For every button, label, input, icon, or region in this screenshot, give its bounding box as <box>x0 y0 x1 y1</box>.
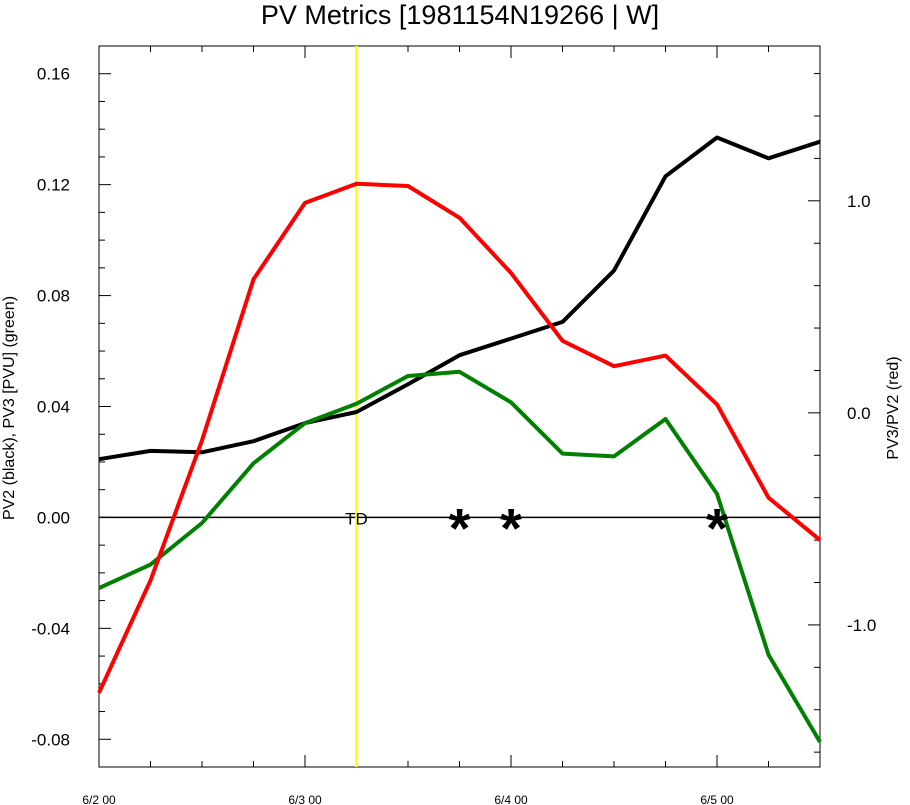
x-tick-label: 6/4 00 <box>494 793 528 805</box>
x-tick-label: 6/3 00 <box>288 793 322 805</box>
pv-ratio-series-line <box>97 181 822 694</box>
left-tick-label: -0.04 <box>31 619 70 638</box>
left-tick-label: 0.04 <box>37 398 70 417</box>
plot-frame <box>98 45 821 768</box>
pv2-series-line <box>98 135 821 462</box>
x-tick-label: 6/2 00 <box>82 793 116 805</box>
right-tick-label: 0.0 <box>847 404 871 423</box>
left-tick-label: -0.08 <box>31 730 70 749</box>
right-tick-label: -1.0 <box>847 616 876 635</box>
pv3-series-line <box>98 369 822 744</box>
plot-area: 6/2 00 6/3 00 6/4 00 6/5 00 0.16 0.12 0.08 0.04… <box>31 45 876 805</box>
chart-title: PV Metrics [1981154N19266 | W] <box>261 0 659 30</box>
left-tick-label: 0.00 <box>37 508 70 527</box>
asterisk-marker: * <box>449 496 471 559</box>
left-axis-label: PV2 (black), PV3 [PVU] (green) <box>1 296 18 520</box>
left-tick-label: 0.16 <box>37 65 70 84</box>
asterisk-marker: * <box>706 496 728 559</box>
left-tick-label: 0.08 <box>37 287 70 306</box>
asterisk-marker: * <box>500 496 522 559</box>
right-axis-label: PV3/PV2 (red) <box>885 356 902 459</box>
x-tick-label: 6/5 00 <box>700 793 734 805</box>
right-tick-label: 1.0 <box>847 192 871 211</box>
td-label: TD <box>345 509 368 528</box>
left-tick-label: 0.12 <box>37 176 70 195</box>
